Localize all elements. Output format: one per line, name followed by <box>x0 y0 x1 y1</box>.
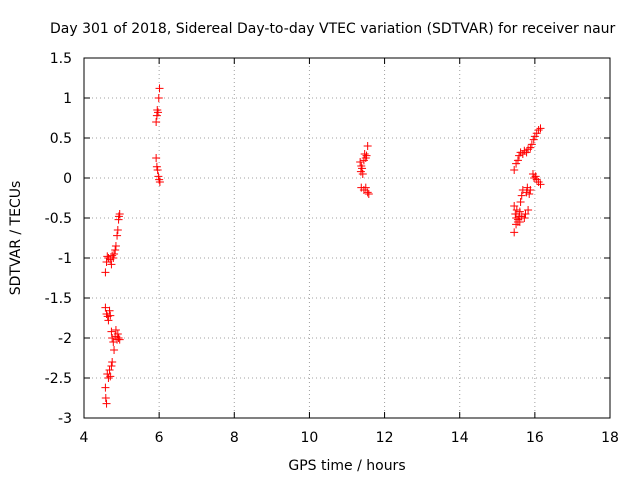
data-point <box>364 190 373 198</box>
data-point <box>525 190 534 198</box>
data-point <box>518 150 527 158</box>
data-point <box>113 231 122 240</box>
data-point <box>155 178 164 186</box>
data-point <box>104 374 113 382</box>
x-tick-label: 6 <box>155 430 164 446</box>
axis-ticks <box>83 57 611 419</box>
data-point <box>358 170 367 178</box>
data-point <box>516 198 525 206</box>
y-tick-label: -2 <box>58 331 72 347</box>
y-tick-label: 1.5 <box>50 51 72 67</box>
data-point <box>107 260 116 269</box>
data-point <box>517 191 526 200</box>
data-point <box>363 188 372 197</box>
y-tick-label: -2.5 <box>45 371 72 387</box>
data-points <box>101 84 545 408</box>
x-tick-label: 16 <box>526 430 544 446</box>
data-point <box>115 335 124 344</box>
data-point <box>153 166 162 174</box>
x-tick-labels: 4 6 8 10 12 14 16 18 <box>80 430 619 446</box>
data-point <box>105 306 114 315</box>
y-tick-label: 0 <box>63 171 72 187</box>
data-point <box>527 140 536 149</box>
data-point <box>106 372 115 381</box>
y-tick-label: -0.5 <box>45 211 72 227</box>
data-point <box>113 226 122 234</box>
data-point <box>362 151 371 160</box>
data-point <box>513 156 522 165</box>
data-point <box>107 327 116 336</box>
chart-title: Day 301 of 2018, Sidereal Day-to-day VTE… <box>50 21 616 37</box>
data-point <box>110 346 119 354</box>
data-point <box>515 151 524 160</box>
data-point <box>515 218 524 226</box>
data-point <box>536 124 545 133</box>
data-point <box>154 108 163 117</box>
x-tick-label: 10 <box>301 430 319 446</box>
data-point <box>536 180 545 189</box>
x-tick-label: 4 <box>80 430 89 446</box>
data-point <box>107 362 116 370</box>
data-point <box>152 162 161 171</box>
data-point <box>111 242 120 250</box>
y-tick-label: -1 <box>58 251 72 267</box>
data-point <box>108 358 117 366</box>
grid <box>84 58 610 418</box>
data-point <box>114 334 123 342</box>
data-point <box>534 126 543 134</box>
data-point <box>102 399 111 408</box>
data-point <box>526 186 535 194</box>
data-point <box>531 172 540 181</box>
y-tick-label: -1.5 <box>45 291 72 307</box>
data-point <box>101 268 110 277</box>
data-point <box>363 142 372 150</box>
y-axis-label: SDTVAR / TECUs <box>8 181 24 296</box>
x-tick-label: 18 <box>601 430 619 446</box>
x-tick-label: 14 <box>451 430 469 446</box>
data-point <box>101 394 110 402</box>
plot-frame <box>83 57 611 419</box>
data-point <box>106 311 115 320</box>
data-point <box>360 150 369 158</box>
x-axis-label: GPS time / hours <box>288 458 405 474</box>
y-tick-label: 0.5 <box>50 131 72 147</box>
data-point <box>358 164 367 173</box>
data-point <box>522 148 531 157</box>
data-point <box>530 132 539 141</box>
data-point <box>356 158 365 166</box>
data-point <box>512 159 521 168</box>
data-point <box>101 383 110 392</box>
data-point <box>105 366 114 374</box>
data-point <box>114 212 123 221</box>
data-point <box>111 326 120 334</box>
data-point <box>361 183 370 192</box>
data-point <box>532 129 541 138</box>
data-point <box>101 303 110 312</box>
y-tick-labels: -3 -2.5 -2 -1.5 -1 -0.5 0 0.5 1 1.5 <box>45 51 72 427</box>
y-tick-label: -3 <box>58 411 72 427</box>
x-tick-label: 12 <box>376 430 394 446</box>
data-point <box>155 84 164 93</box>
y-tick-label: 1 <box>63 91 72 107</box>
data-point <box>110 250 119 258</box>
data-point <box>152 154 161 162</box>
data-point <box>154 172 163 181</box>
data-point <box>510 166 519 174</box>
data-point <box>113 330 122 338</box>
data-point <box>104 316 113 325</box>
data-point <box>154 94 163 102</box>
data-point <box>526 143 535 152</box>
data-point <box>152 118 161 126</box>
data-point <box>111 246 120 254</box>
data-point <box>517 212 526 221</box>
data-point <box>524 206 533 214</box>
data-point <box>529 135 538 144</box>
data-point <box>515 207 524 216</box>
data-point <box>510 228 519 237</box>
data-point <box>109 254 118 262</box>
x-tick-label: 8 <box>230 430 239 446</box>
